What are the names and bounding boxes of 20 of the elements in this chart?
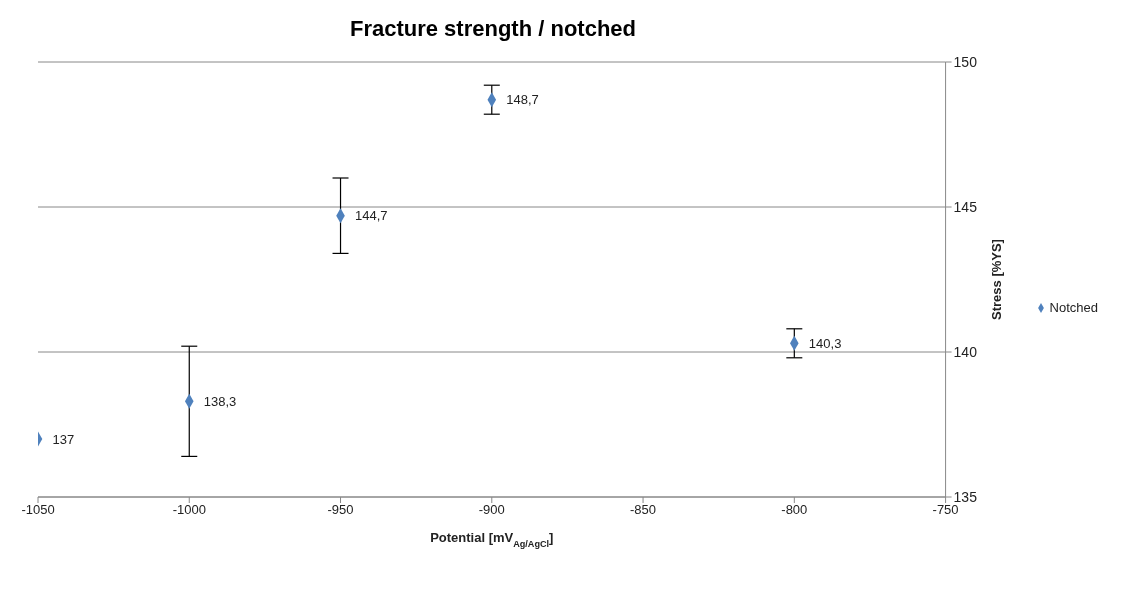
- x-tick-label: -800: [781, 502, 808, 518]
- x-tick-label: -850: [630, 502, 657, 518]
- x-axis-title: Potential [mV$_{Ag/AgCl}$]: [430, 530, 554, 549]
- data-label: 148,7: [506, 92, 539, 108]
- x-tick-label: -1000: [172, 502, 206, 518]
- x-tick-label: -750: [932, 502, 959, 518]
- chart-title: Fracture strength / notched: [348, 15, 637, 42]
- data-label: 138,3: [203, 393, 237, 409]
- y-tick-label: 140: [953, 343, 978, 360]
- y-tick-label: 135: [953, 488, 978, 505]
- y-axis-title: Stress [%YS]: [988, 239, 1004, 320]
- y-tick-label: 150: [953, 53, 978, 70]
- x-tick-label: -900: [478, 502, 505, 518]
- data-label: 137: [52, 431, 75, 447]
- x-tick-label: -950: [327, 502, 354, 518]
- data-label: 140,3: [808, 335, 842, 351]
- x-tick-label: -1050: [21, 502, 55, 518]
- legend-label: Notched: [1049, 299, 1098, 315]
- y-tick-label: 145: [953, 198, 978, 215]
- data-label: 144,7: [355, 208, 388, 224]
